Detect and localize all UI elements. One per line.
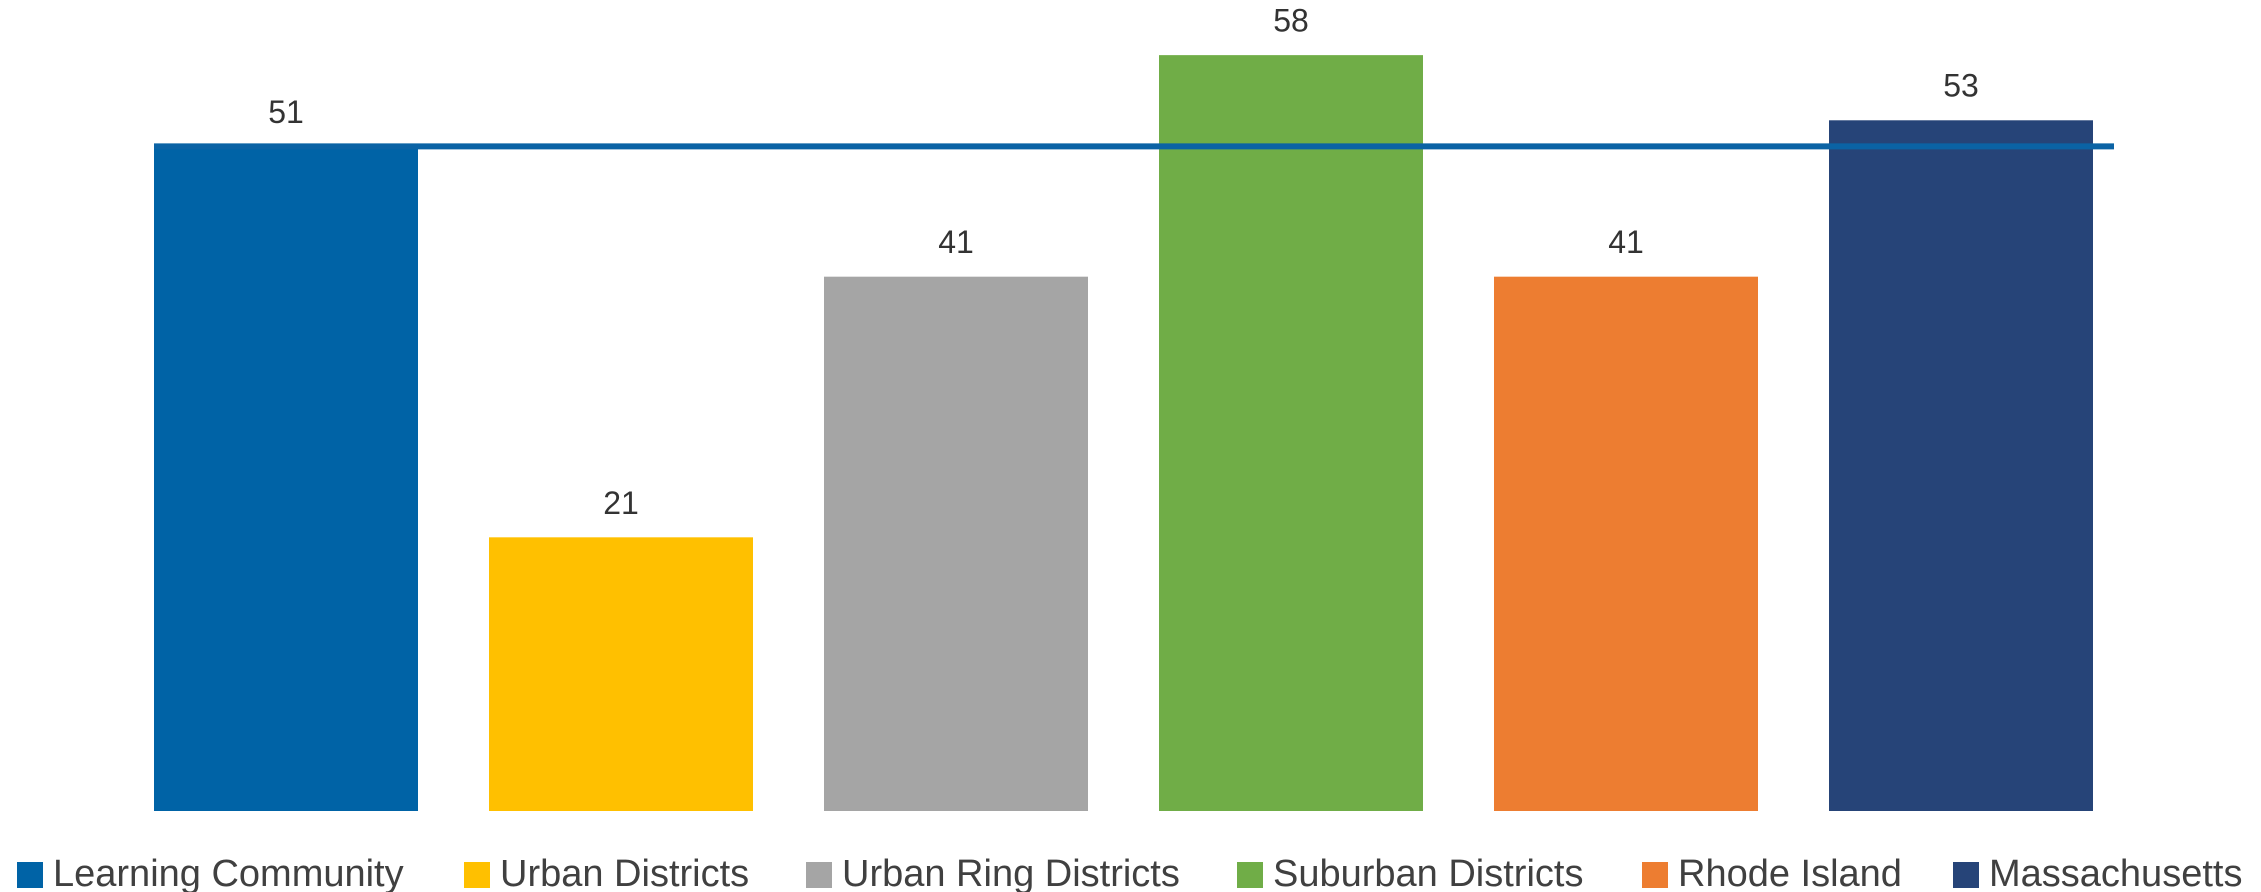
bar — [1829, 120, 2093, 811]
bar — [824, 276, 1088, 811]
legend-label: Massachusetts — [1989, 853, 2242, 892]
data-label: 58 — [1273, 3, 1309, 39]
legend-swatch — [17, 862, 43, 888]
data-label: 41 — [1608, 224, 1644, 260]
legend-swatch — [1642, 862, 1668, 888]
legend-swatch — [1237, 862, 1263, 888]
legend-label: Rhode Island — [1678, 853, 1902, 892]
legend-swatch — [464, 862, 490, 888]
legend-swatch — [1953, 862, 1979, 888]
bar — [1494, 276, 1758, 811]
legend-swatch — [806, 862, 832, 888]
bar — [1159, 55, 1423, 812]
data-label: 21 — [603, 485, 639, 521]
data-label: 51 — [268, 94, 304, 130]
data-label: 53 — [1943, 68, 1979, 104]
legend-label: Urban Districts — [500, 853, 749, 892]
bar — [489, 537, 753, 811]
legend-label: Urban Ring Districts — [842, 853, 1180, 892]
legend-label: Suburban Districts — [1273, 853, 1583, 892]
data-label: 41 — [938, 224, 974, 260]
bar — [154, 146, 418, 811]
legend-label: Learning Community — [53, 853, 404, 892]
